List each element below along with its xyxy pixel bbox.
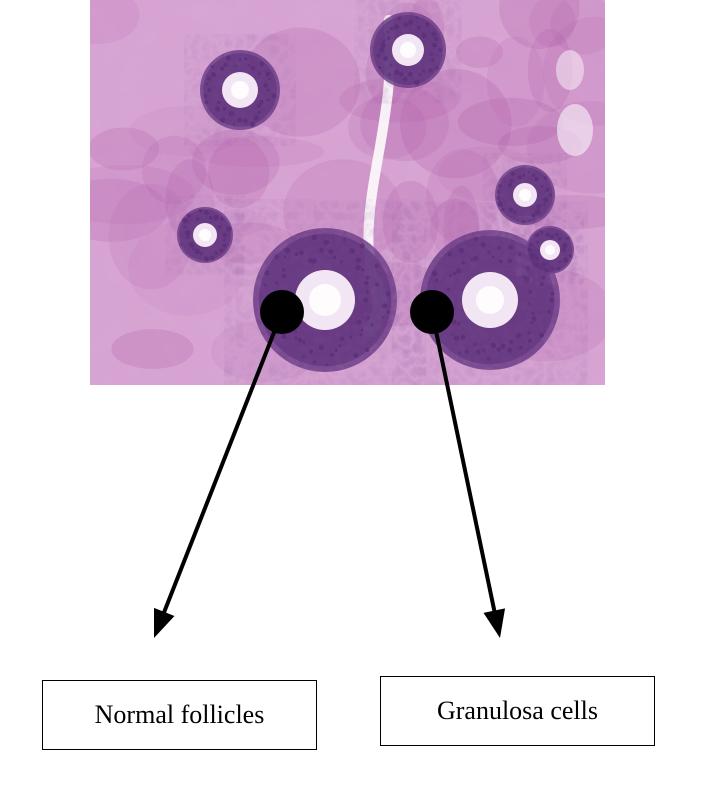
- label-granulosa-cells: Granulosa cells: [380, 676, 655, 746]
- normal-follicles-pointer: [154, 290, 304, 638]
- label-normal-follicles-text: Normal follicles: [95, 700, 265, 730]
- label-granulosa-cells-text: Granulosa cells: [437, 696, 598, 726]
- granulosa-cells-pointer: [410, 290, 505, 638]
- label-normal-follicles: Normal follicles: [42, 680, 317, 750]
